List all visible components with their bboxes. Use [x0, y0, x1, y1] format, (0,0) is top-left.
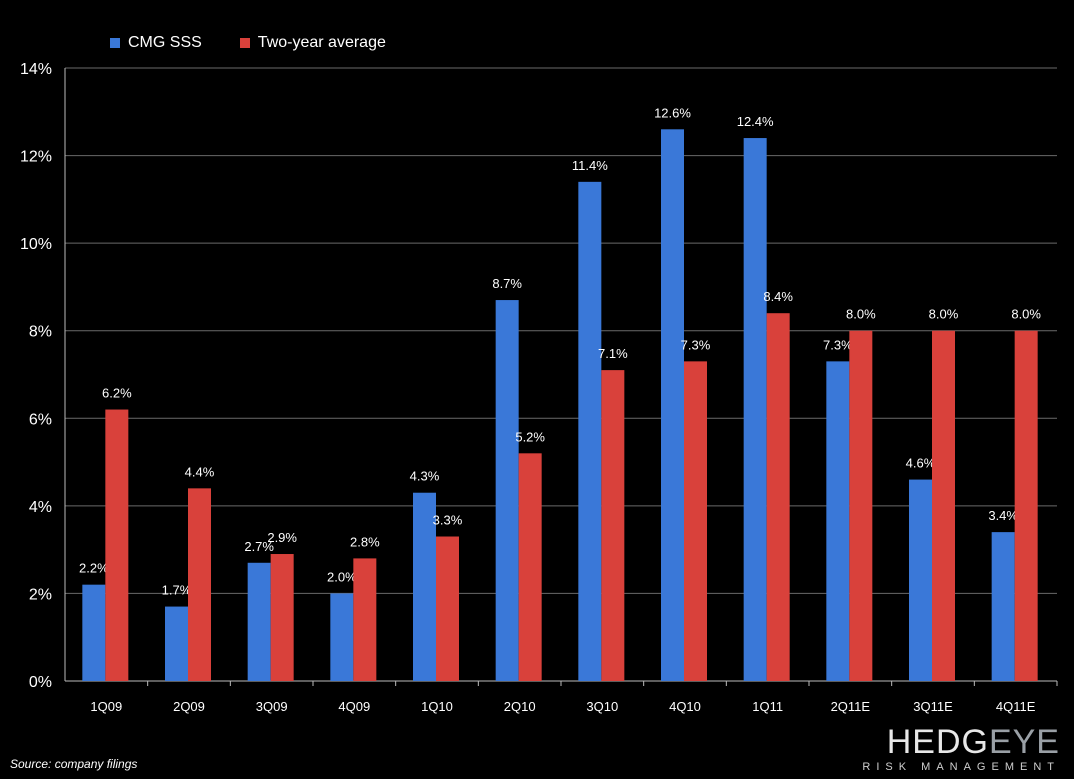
data-label: 12.6% [654, 105, 691, 120]
x-tick-label: 1Q11 [752, 699, 783, 714]
data-label: 2.9% [267, 530, 297, 545]
data-label: 2.0% [327, 569, 357, 584]
data-label: 1.7% [162, 583, 192, 598]
data-label: 12.4% [737, 114, 774, 129]
bar-cmg-sss [82, 584, 106, 681]
data-label: 3.3% [433, 513, 463, 528]
bar-two-year-average [1014, 330, 1038, 681]
data-label: 8.0% [929, 307, 959, 322]
bar-two-year-average [188, 488, 211, 681]
x-tick-label: 3Q10 [586, 699, 618, 714]
bar-cmg-sss [247, 562, 271, 681]
bar-cmg-sss [909, 479, 932, 681]
bar-cmg-sss [991, 532, 1015, 681]
bar-two-year-average [270, 554, 294, 681]
data-label: 4.3% [410, 469, 440, 484]
x-tick-label: 3Q09 [256, 699, 288, 714]
logo-wordmark: HEDGEYE [862, 725, 1060, 759]
data-label: 2.8% [350, 534, 380, 549]
legend: CMG SSS Two-year average [110, 34, 386, 52]
legend-item-two-year-average: Two-year average [239, 34, 386, 52]
x-tick-label: 2Q09 [173, 699, 205, 714]
y-tick-label: 10% [20, 236, 52, 253]
bar-two-year-average [353, 558, 377, 681]
legend-label-two-year-average: Two-year average [257, 34, 386, 51]
logo-subtitle: RISK MANAGEMENT [862, 761, 1060, 773]
legend-item-cmg-sss: CMG SSS [110, 34, 202, 52]
bar-two-year-average [601, 370, 625, 681]
source-note: Source: company filings [10, 757, 138, 771]
bar-cmg-sss [330, 593, 354, 681]
x-tick-label: 4Q09 [338, 699, 370, 714]
data-label: 7.1% [598, 346, 628, 361]
legend-label-cmg-sss: CMG SSS [128, 34, 202, 51]
y-tick-label: 0% [29, 674, 52, 691]
data-label: 7.3% [681, 337, 711, 352]
y-tick-label: 14% [20, 61, 52, 78]
bar-cmg-sss [661, 129, 684, 682]
logo-text-a: HEDG [886, 723, 989, 761]
y-tick-label: 6% [29, 411, 52, 428]
data-label: 8.0% [846, 307, 876, 322]
bar-cmg-sss [578, 181, 602, 682]
x-tick-label: 1Q10 [421, 699, 453, 714]
bar-cmg-sss [826, 361, 850, 681]
x-tick-label: 2Q10 [504, 699, 536, 714]
bar-cmg-sss [413, 492, 436, 681]
y-tick-label: 4% [29, 499, 52, 516]
data-label: 2.2% [79, 561, 109, 576]
x-tick-label: 3Q11E [913, 699, 953, 714]
hedgeye-logo: HEDGEYE RISK MANAGEMENT [862, 725, 1060, 773]
bar-cmg-sss [743, 138, 767, 682]
bar-two-year-average [436, 536, 459, 681]
data-label: 4.4% [185, 464, 215, 479]
data-label: 8.0% [1011, 307, 1041, 322]
data-label: 2.7% [244, 539, 274, 554]
y-tick-label: 8% [29, 324, 52, 341]
bar-two-year-average [518, 453, 542, 681]
bar-two-year-average [849, 330, 873, 681]
data-label: 11.4% [572, 158, 608, 173]
bar-two-year-average [105, 409, 129, 681]
y-tick-label: 12% [20, 149, 52, 166]
legend-swatch-two-year-average [239, 38, 250, 48]
data-label: 4.6% [906, 456, 936, 471]
bar-cmg-sss [495, 300, 519, 681]
data-label: 5.2% [515, 429, 545, 444]
x-tick-label: 4Q10 [669, 699, 701, 714]
x-tick-label: 2Q11E [831, 699, 871, 714]
x-tick-label: 1Q09 [90, 699, 122, 714]
data-label: 7.3% [823, 337, 853, 352]
data-label: 8.4% [763, 289, 793, 304]
x-tick-label: 4Q11E [996, 699, 1036, 714]
bar-cmg-sss [165, 606, 188, 681]
bar-two-year-average [684, 361, 707, 681]
bar-two-year-average [766, 313, 790, 681]
legend-swatch-cmg-sss [110, 38, 120, 48]
bar-two-year-average [932, 330, 955, 681]
logo-text-b: EYE [988, 723, 1060, 761]
y-tick-label: 2% [29, 586, 52, 603]
data-label: 3.4% [988, 508, 1018, 523]
data-label: 8.7% [492, 276, 522, 291]
data-label: 6.2% [102, 386, 132, 401]
